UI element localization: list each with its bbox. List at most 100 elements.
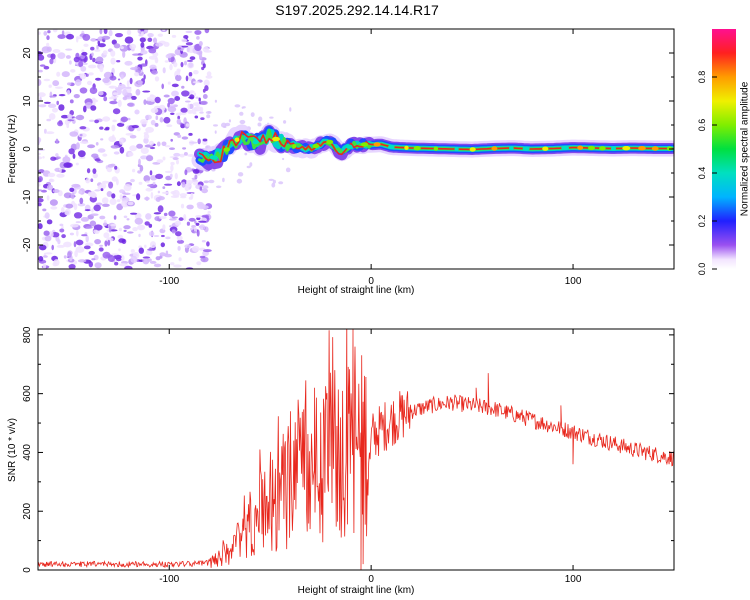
noise-speck [84,209,91,212]
ridge-hotspot [404,145,409,150]
noise-speck [180,203,185,209]
noise-speck [73,203,78,211]
noise-speck [110,57,116,65]
noise-speck [140,50,148,55]
noise-speck [61,114,69,119]
noise-speck [94,189,101,192]
noise-speck [278,181,284,185]
noise-speck [81,49,85,53]
noise-speck [173,62,178,68]
noise-speck [242,106,246,109]
noise-speck [91,208,94,213]
noise-speck [134,217,143,225]
noise-speck [102,116,111,122]
noise-speck [86,168,91,174]
noise-speck [195,215,203,218]
noise-speck [116,178,119,186]
noise-speck [67,82,72,86]
noise-speck [55,153,59,158]
noise-speck [198,41,203,47]
noise-speck [58,104,65,111]
colorbar-ticks: 0.0 0.2 0.4 0.6 0.8 [697,71,717,275]
spectrogram-ridge-layer [191,123,674,171]
noise-speck [184,244,192,249]
noise-speck [189,141,198,144]
noise-speck [175,74,182,82]
noise-speck [186,192,195,194]
noise-speck [147,248,156,251]
x-tick-label: 100 [565,574,582,585]
noise-speck [111,124,116,132]
noise-speck [150,107,159,114]
noise-speck [56,244,65,248]
noise-speck [130,178,135,183]
noise-speck [165,250,169,255]
noise-speck [99,215,106,220]
noise-speck [41,189,47,193]
noise-speck [174,172,178,180]
noise-speck [159,252,166,257]
noise-speck [178,217,184,221]
noise-speck [198,51,203,58]
noise-speck [119,146,125,154]
noise-speck [97,43,106,48]
noise-speck [94,119,99,124]
noise-speck [65,203,74,209]
noise-speck [188,132,193,136]
noise-speck [108,136,117,142]
noise-speck [149,170,153,176]
noise-speck [186,221,190,226]
noise-speck [130,95,137,100]
noise-speck [69,60,72,65]
noise-speck [164,253,172,258]
noise-speck [75,246,85,253]
noise-speck [66,123,70,129]
noise-speck [78,60,84,68]
noise-speck [124,265,133,269]
noise-speck [188,196,193,200]
noise-speck [99,65,104,73]
noise-speck [145,126,155,133]
noise-speck [103,29,108,35]
noise-speck [83,245,91,250]
noise-speck [186,59,194,62]
spectrogram-x-axis-label: Height of straight line (km) [298,285,415,296]
ridge-hotspot [234,137,240,142]
noise-speck [167,106,177,113]
noise-speck [204,226,209,233]
noise-speck [164,60,169,63]
noise-speck [38,156,43,160]
noise-speck [130,255,138,263]
noise-speck [170,262,175,266]
noise-speck [192,111,197,115]
snr-x-axis-label: Height of straight line (km) [298,585,415,596]
noise-speck [79,87,88,94]
noise-speck [98,91,104,96]
noise-speck [206,71,212,77]
noise-speck [199,255,206,259]
noise-speck [138,233,141,238]
colorbar-tick-label: 0.8 [697,71,707,84]
noise-speck [66,33,74,40]
noise-speck [183,214,187,221]
noise-speck [166,124,173,128]
noise-speck [84,242,94,247]
ridge-hotspot [413,146,421,151]
noise-speck [115,33,123,38]
noise-speck [155,173,164,180]
noise-speck [258,116,263,122]
noise-speck [63,241,72,248]
noise-speck [50,206,58,210]
noise-speck [199,111,204,114]
spectrogram-x-ticks: -100 0 100 [159,29,582,287]
noise-speck [203,79,210,87]
noise-speck [191,107,198,113]
noise-speck [91,258,96,261]
noise-speck [38,223,43,230]
noise-speck [167,97,175,105]
noise-speck [90,178,94,182]
noise-speck [75,142,80,150]
y-tick-label: 0 [22,567,33,573]
noise-speck [149,146,156,150]
y-tick-label: -20 [22,237,33,252]
